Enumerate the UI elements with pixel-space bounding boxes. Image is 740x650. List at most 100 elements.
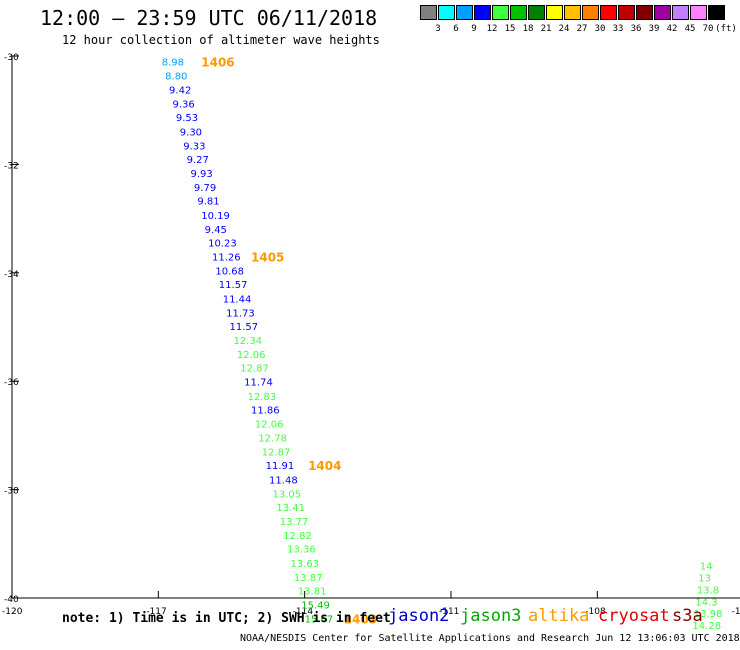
scale-swatch [474, 5, 491, 20]
data-point-label: 12.87 [240, 364, 269, 375]
data-point-label: 14.28 [692, 621, 721, 632]
data-point-label: 10.19 [201, 211, 230, 222]
scale-label: 27 [576, 24, 588, 34]
time-annotation: 1404 [308, 459, 341, 473]
chart-footer: NOAA/NESDIS Center for Satellite Applica… [240, 633, 740, 644]
scale-label: 18 [522, 24, 534, 34]
data-point-label: 9.30 [180, 127, 202, 138]
scale-label: 6 [453, 24, 459, 34]
data-point-label: 14.3 [695, 597, 717, 608]
scale-swatch [618, 5, 635, 20]
scale-label: 36 [630, 24, 642, 34]
legend-jason2: jason2 [388, 606, 450, 626]
y-tick-label: -40 [4, 595, 19, 605]
scale-label: 45 [684, 24, 696, 34]
data-point-label: 11.44 [223, 294, 252, 305]
data-point-label: 13.8 [697, 585, 719, 596]
scale-swatch [528, 5, 545, 20]
chart-subtitle: 12 hour collection of altimeter wave hei… [62, 33, 380, 47]
x-tick-label: -111 [439, 607, 459, 617]
data-point-label: 13.36 [287, 545, 316, 556]
scale-swatch [456, 5, 473, 20]
y-tick-label: -38 [4, 487, 19, 497]
data-point-label: 12.06 [255, 419, 284, 430]
data-point-label: 13.87 [294, 573, 323, 584]
scale-swatch [510, 5, 527, 20]
scale-swatch [546, 5, 563, 20]
y-tick-label: -36 [4, 378, 19, 388]
legend-cryosat: cryosat [598, 606, 670, 626]
time-annotation: 1405 [251, 251, 284, 265]
x-tick-label: -10 [732, 607, 740, 617]
scale-label: 24 [558, 24, 570, 34]
data-point-label: 12.82 [283, 531, 312, 542]
legend-altika: altika [528, 606, 590, 626]
data-point-label: 10.23 [208, 238, 237, 249]
data-point-label: 9.42 [169, 86, 191, 97]
data-point-label: 9.53 [176, 113, 198, 124]
data-point-label: 13 [698, 573, 711, 584]
scale-swatch [564, 5, 581, 20]
data-point-label: 13.81 [298, 586, 327, 597]
scale-label: 42 [666, 24, 678, 34]
scale-label: 30 [594, 24, 606, 34]
x-tick-label: -108 [585, 607, 606, 617]
scale-swatch [582, 5, 599, 20]
x-tick-label: -117 [146, 607, 166, 617]
scale-swatch [600, 5, 617, 20]
data-point-label: 9.81 [197, 197, 219, 208]
legend-s3a: s3a [672, 606, 703, 626]
x-tick-label: -114 [293, 607, 314, 617]
data-point-label: 11.74 [244, 378, 273, 389]
data-point-label: 9.45 [205, 225, 227, 236]
data-point-label: 9.93 [191, 169, 213, 180]
scale-label: 33 [612, 24, 624, 34]
data-point-label: 13.77 [280, 517, 309, 528]
data-point-label: 9.33 [183, 141, 205, 152]
scale-swatch [636, 5, 653, 20]
chart-axes: -30 -32 -34 -36 -38 -40 -120 -117 -114 -111 -108 -1… [2, 53, 740, 617]
chart-note: note: 1) Time is in UTC; 2) SWH is in fe… [62, 611, 391, 626]
data-point-label: 15.67 [305, 615, 334, 626]
chart-title: 12:00 – 23:59 UTC 06/11/2018 [40, 6, 378, 30]
scale-label: 70 [702, 24, 714, 34]
time-annotation: 1406 [201, 55, 234, 69]
scale-swatch [420, 5, 437, 20]
scale-label: 3 [435, 24, 441, 34]
data-point-label: 12.78 [258, 434, 287, 445]
data-point-label: 11.48 [269, 475, 298, 486]
time-annotation: 1403 [344, 613, 377, 627]
scale-swatch [438, 5, 455, 20]
scale-swatch [690, 5, 707, 20]
data-point-label: 12.34 [233, 336, 262, 347]
y-tick-label: -32 [4, 161, 19, 171]
data-point-label: 13.63 [291, 559, 320, 570]
scale-label: 39 [648, 24, 660, 34]
data-point-label: 12.87 [262, 448, 291, 459]
data-point-label: 11.26 [212, 253, 241, 264]
scale-unit: (ft) [715, 24, 737, 34]
data-point-label: 13.41 [276, 503, 305, 514]
data-point-label: 9.36 [172, 100, 194, 111]
scale-swatch [492, 5, 509, 20]
data-point-label: 11.86 [251, 405, 280, 416]
y-tick-label: -30 [4, 53, 19, 63]
data-point-label: 11.91 [266, 461, 295, 472]
scale-swatch [672, 5, 689, 20]
data-point-label: 12.83 [248, 392, 277, 403]
data-point-label: 10.68 [215, 267, 244, 278]
scale-swatch [654, 5, 671, 20]
data-point-label: 9.27 [187, 155, 209, 166]
scale-swatch [708, 5, 725, 20]
scale-label: 15 [504, 24, 516, 34]
data-point-label: 8.80 [165, 72, 187, 83]
y-tick-label: -34 [4, 270, 19, 280]
scale-label: 9 [471, 24, 477, 34]
scale-label: 12 [486, 24, 498, 34]
data-point-label: 11.57 [219, 280, 248, 291]
data-point-label: 13.98 [694, 609, 723, 620]
data-point-label: 11.73 [226, 308, 255, 319]
data-point-label: 12.06 [237, 350, 266, 361]
data-point-label: 8.98 [162, 57, 184, 68]
